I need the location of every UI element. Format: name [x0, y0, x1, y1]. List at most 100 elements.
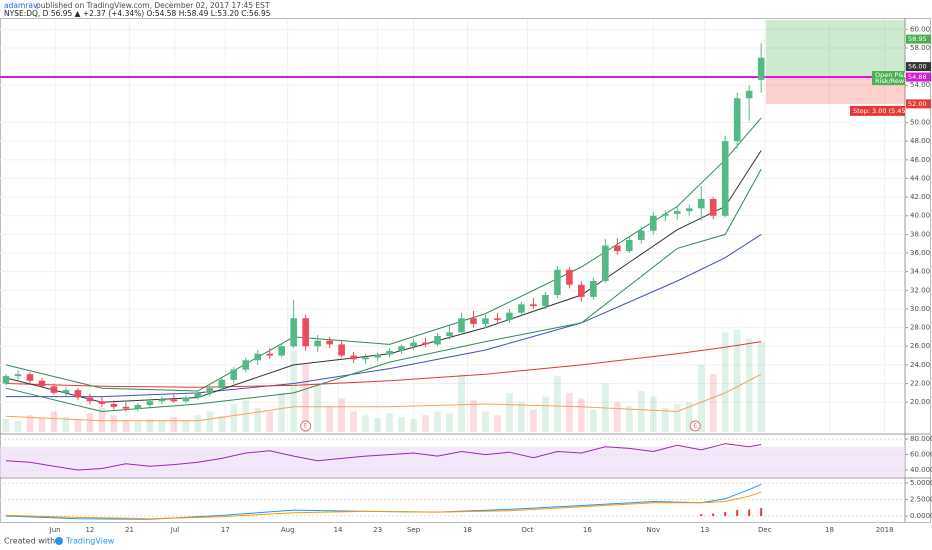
y-tick-label: 40.00	[910, 212, 930, 220]
volume-bar	[218, 416, 226, 432]
candle-body	[410, 342, 417, 347]
candle-body	[721, 141, 729, 216]
volume-bar	[637, 390, 645, 432]
y-tick-label: 30.00	[910, 305, 930, 313]
candle-body	[122, 406, 130, 409]
stop-label: Stop: 3.00 (5.45	[853, 107, 906, 115]
y-tick-label: 36.00	[910, 249, 930, 257]
y-tick-label: 50.00	[910, 119, 930, 127]
y-tick-label: 58.00	[910, 44, 930, 52]
volume-bar	[685, 402, 693, 432]
volume-bar	[446, 413, 453, 432]
x-tick-label: 23	[373, 526, 382, 534]
earnings-label: E	[693, 423, 697, 430]
x-tick-label: 18	[825, 526, 834, 534]
candle-body	[578, 284, 585, 297]
candle-body	[602, 245, 609, 281]
volume-bar	[362, 415, 369, 432]
price-tag	[906, 62, 931, 72]
x-tick-label: 14	[334, 526, 343, 534]
candle-body	[398, 346, 405, 351]
y-tick-label: 5.0000	[910, 479, 932, 487]
y-tick-label: 46.00	[910, 156, 930, 164]
volume-bar	[146, 418, 154, 432]
candle-body	[338, 344, 345, 356]
volume-bar	[482, 411, 489, 432]
candle-body	[649, 215, 657, 231]
candle-body	[290, 318, 297, 347]
volume-bar	[578, 398, 585, 432]
y-tick-label: 24.00	[910, 361, 930, 369]
y-tick-label: 54.00	[910, 81, 930, 89]
x-tick-label: 12	[85, 526, 94, 534]
histogram-bar	[724, 512, 727, 517]
candle-body	[362, 357, 369, 360]
y-tick-label: 26.00	[910, 342, 930, 350]
volume-bar	[158, 420, 166, 432]
candle-body	[170, 399, 178, 402]
symbol-line: NYSE:DQ, D 56.95 ▲ +2.37 (+4.34%) O:54.5…	[4, 9, 271, 18]
price-tag-label: 52.00	[908, 100, 927, 108]
volume-bar	[566, 392, 573, 432]
x-tick-label: Jun	[49, 526, 61, 534]
histogram-bar	[760, 508, 763, 517]
earnings-marker	[300, 420, 312, 432]
candle-body	[2, 376, 10, 384]
volume-bar	[614, 402, 621, 432]
y-tick-label: 38.00	[910, 230, 930, 238]
candle-body	[482, 318, 489, 324]
indicator-line	[6, 233, 762, 398]
candle-body	[506, 312, 513, 321]
footer-brand[interactable]: TradingView	[65, 537, 115, 546]
candle-body	[350, 355, 357, 360]
volume-bar	[697, 364, 705, 432]
x-tick-label: Aug	[281, 526, 295, 534]
candle-body	[470, 318, 477, 324]
candle-body	[62, 390, 70, 393]
candle-body	[685, 208, 693, 212]
earnings-label: E	[304, 423, 308, 430]
x-tick-label: Sep	[407, 526, 421, 534]
candle-body	[50, 386, 58, 393]
x-tick-label: Dec	[758, 526, 772, 534]
logo	[55, 537, 63, 545]
volume-bar	[733, 329, 741, 432]
volume-bar	[170, 417, 178, 432]
candle-body	[590, 280, 597, 297]
candle-body	[673, 211, 681, 214]
candle-body	[566, 269, 573, 285]
candle-body	[86, 397, 94, 402]
volume-bar	[14, 420, 22, 432]
volume-bar	[338, 398, 345, 432]
volume-bar	[661, 407, 669, 432]
volume-bar	[673, 404, 681, 432]
candle-body	[230, 369, 238, 380]
volume-bar	[590, 409, 597, 432]
earnings-marker	[689, 420, 701, 432]
author[interactable]: adamrav	[4, 1, 38, 10]
candle-body	[530, 304, 537, 307]
price-tag	[906, 72, 931, 82]
volume-bar	[26, 415, 34, 432]
volume-bar	[314, 383, 321, 432]
pl-box	[872, 71, 905, 86]
volume-bar	[554, 376, 561, 432]
candle-body	[637, 230, 645, 240]
volume-bar	[745, 338, 753, 432]
histogram-bar	[700, 514, 703, 517]
candle-body	[98, 401, 106, 405]
candle-body	[422, 342, 429, 345]
x-tick-label: 13	[700, 526, 709, 534]
footer-prefix: Created with	[4, 537, 55, 546]
volume-bar	[649, 396, 657, 432]
volume-bar	[266, 411, 273, 432]
x-tick-label: 21	[125, 526, 134, 534]
rsi-band	[0, 446, 905, 477]
candle-body	[206, 388, 214, 393]
volume-bar	[134, 421, 142, 432]
volume-bar	[242, 400, 250, 432]
candle-body	[518, 304, 525, 313]
rr-label: Risk/Rew	[875, 77, 905, 85]
y-tick-label: 34.00	[910, 268, 930, 276]
